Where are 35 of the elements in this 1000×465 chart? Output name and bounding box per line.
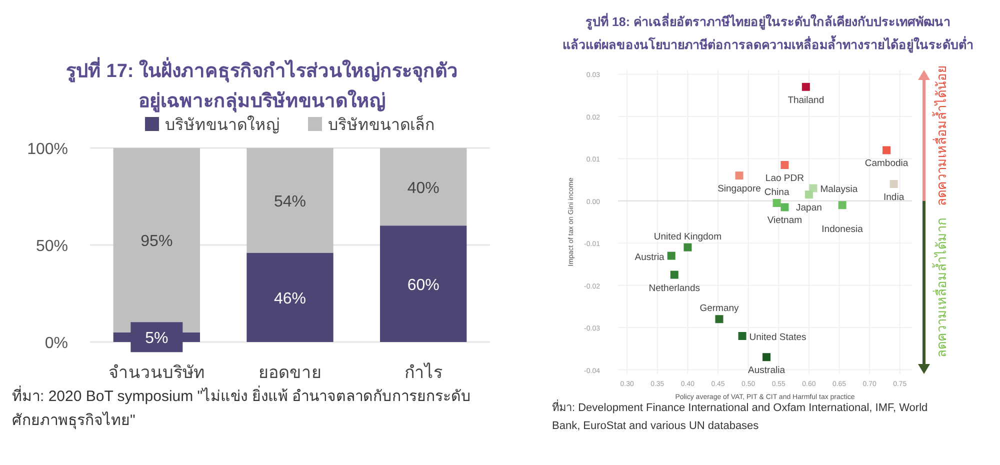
legend-label: บริษัทขนาดใหญ่ [165,115,280,134]
text: ลดความเหลื่อมล้ำได้น้อย [932,64,949,206]
series-label: Vietnam [767,215,802,226]
series-label: Cambodia [864,158,909,170]
text: Indonesia [822,224,864,236]
legend-label: บริษัทขนาดเล็ก [328,114,435,134]
y-tick-label: 0% [44,335,68,352]
series-label: Lao PDR [765,173,804,184]
y-tick-label: 50% [36,238,68,255]
data-label: 54% [274,193,306,210]
x-tick-label: ยอดขาย [258,363,322,382]
y-tick-label: 100% [27,141,68,158]
series-label: India [884,192,905,203]
x-tick-label: กำไร [404,362,442,382]
series-label: China [764,187,790,198]
data-label: 46% [274,290,306,308]
text: ที่มา: Development Finance International and Oxfam International, IMF, World Bank, EuroStat and various UN databases [552,400,929,434]
chart-title: รูปที่ 17: ในฝั่งภาคธุรกิจกำไรส่วนใหญ่กระจุกตัว อยู่เฉพาะกลุ่มบริษัทขนาดใหญ่ [66,57,458,113]
series-label: Netherlands [648,282,700,294]
series-label: Australia [748,365,786,376]
data-label: 40% [407,180,440,197]
series-label: United States [749,332,807,343]
series-label: Germany [700,303,740,314]
series-label: Malaysia [820,184,858,196]
data-label: 60% [407,276,440,294]
series-label: Austria [634,252,666,263]
series-label: United Kingdom [654,231,722,242]
series-label: Singapore [718,184,761,195]
x-tick-label: จำนวนบริษัท [108,363,205,382]
chart-title: รูปที่ 18: ค่าเฉลี่ยอัตราภาษีไทยอยู่ในระดับใกล้เคียงกับประเทศพัฒนา แล้วแต่ผลของนโยบายภาษีต่อการลดความเหลื่อมล้ำทางรายได้อยู่ในระดับต่ำ [562,13,974,53]
text: ลดความเหลื่อมล้ำได้มาก [932,217,949,358]
text: ที่มา: 2020 BoT symposium "ไม่แข่ง ยิ่งแพ้ อำนาจตลาดกับการยกระดับศักยภาพธุรกิจไทย" [12,385,472,432]
series-label: Japan [796,202,822,214]
data-label: 95% [140,233,173,250]
series-label: Thailand [788,94,824,106]
